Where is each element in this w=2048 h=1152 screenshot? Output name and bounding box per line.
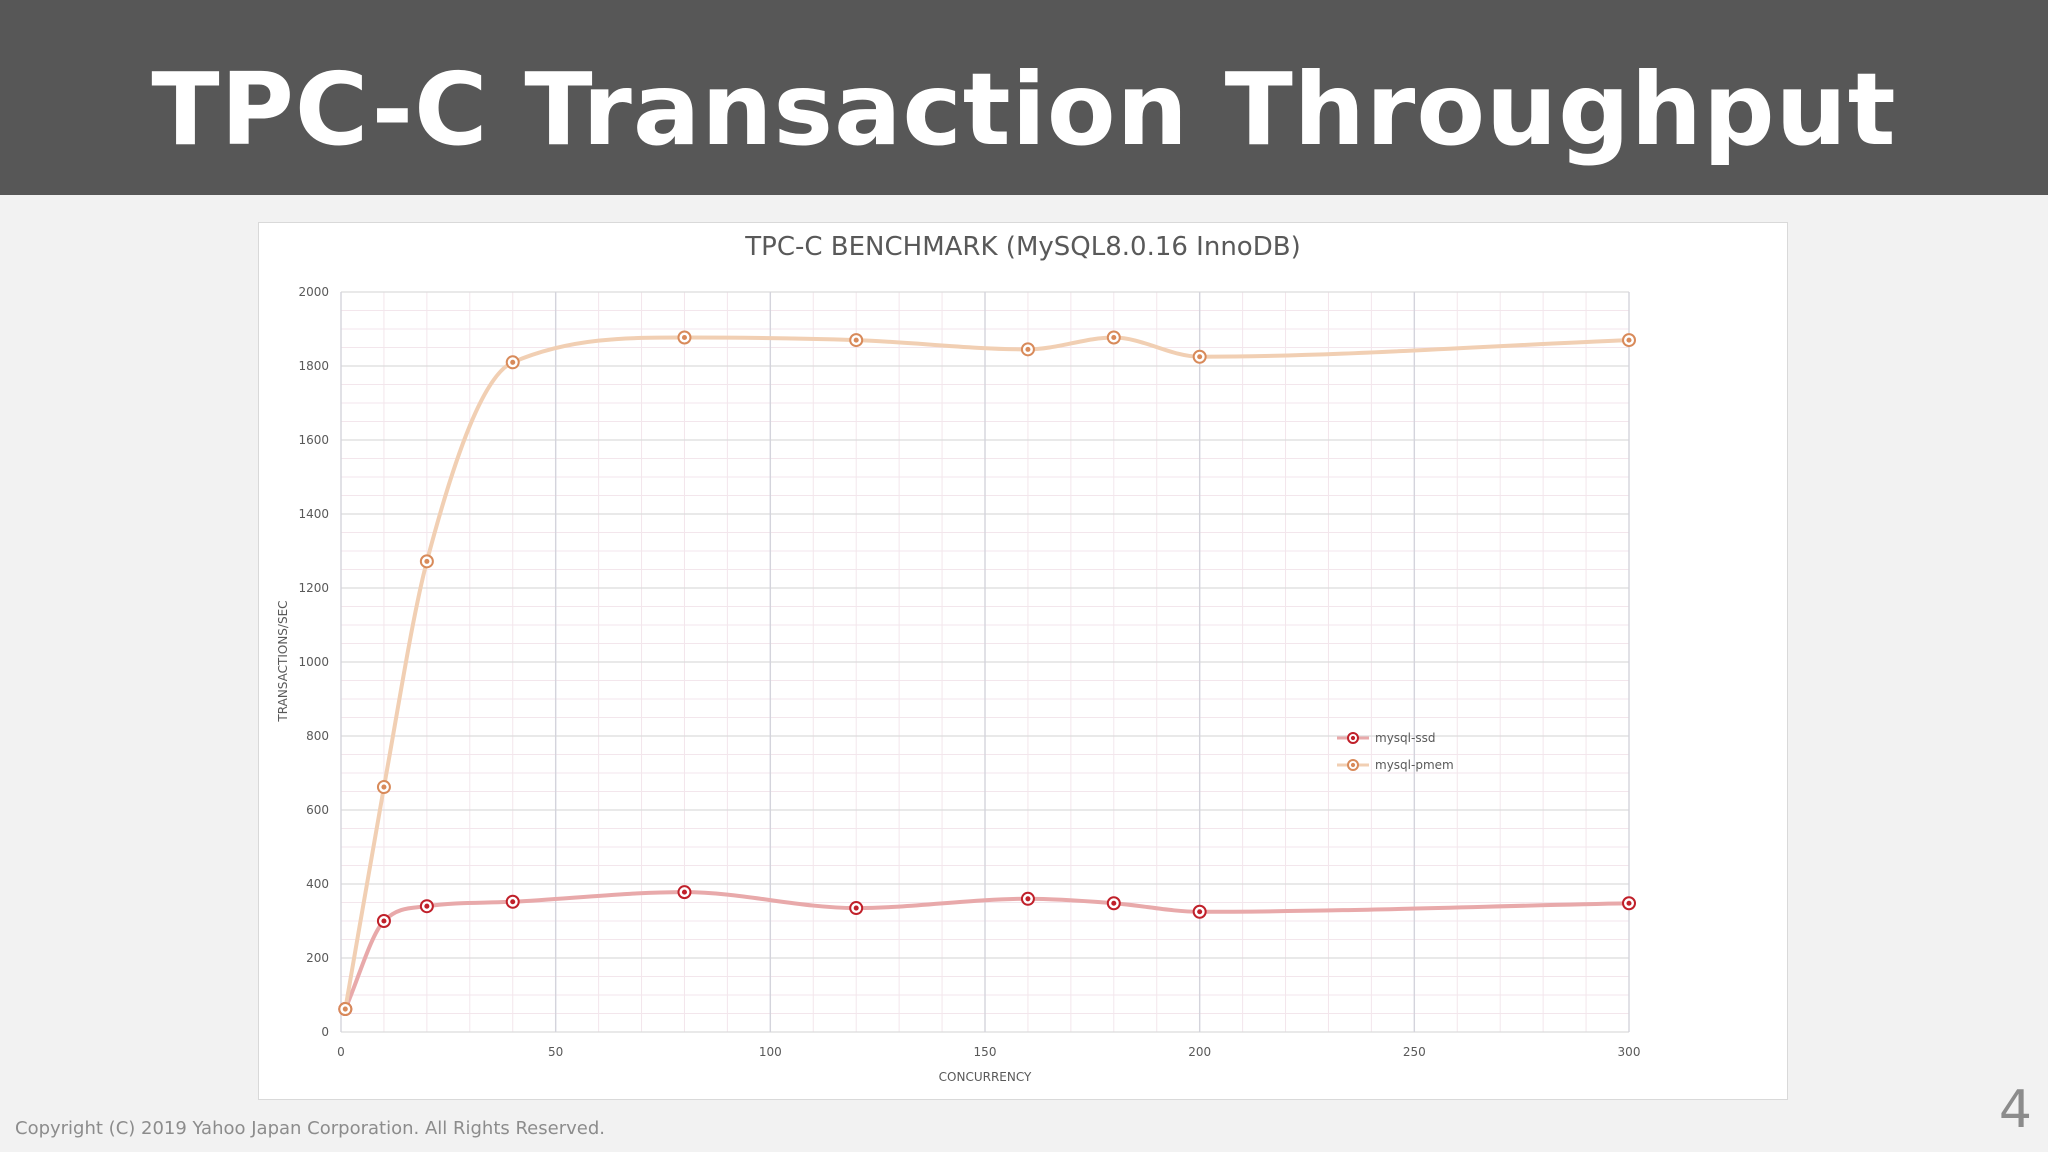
x-tick-label: 50 (548, 1045, 563, 1059)
data-point-mysql-pmem (1192, 349, 1207, 364)
line-chart: 0 200 400 600 800 1000 1200 1400 1600 1800 2000 0 50… (276, 232, 1640, 1084)
data-point-mysql-ssd (505, 894, 520, 909)
legend-item-mysql-pmem: mysql-pmem (1337, 758, 1454, 772)
copyright-footer: Copyright (C) 2019 Yahoo Japan Corporati… (15, 1118, 605, 1139)
legend-label-mysql-pmem: mysql-pmem (1375, 758, 1454, 772)
x-tick-label: 150 (974, 1045, 997, 1059)
chart-title: TPC-C BENCHMARK (MySQL8.0.16 InnoDB) (744, 232, 1300, 262)
slide-header: TPC-C Transaction Throughput (0, 0, 2048, 195)
series-mysql-pmem (338, 330, 1636, 1017)
x-tick-label: 200 (1188, 1045, 1211, 1059)
data-point-mysql-pmem (1622, 333, 1636, 348)
data-point-mysql-pmem (1106, 330, 1121, 345)
legend-label-mysql-ssd: mysql-ssd (1375, 731, 1435, 745)
data-point-mysql-ssd (1192, 904, 1207, 919)
series-line-mysql-ssd (343, 890, 1631, 1012)
y-tick-label: 600 (306, 803, 329, 817)
y-tick-label: 800 (306, 729, 329, 743)
legend-marker-mysql-pmem (1347, 759, 1359, 771)
data-point-mysql-ssd (1020, 891, 1035, 906)
series-mysql-ssd (338, 885, 1636, 1017)
data-point-mysql-ssd (1622, 896, 1636, 911)
data-point-mysql-pmem (677, 330, 692, 345)
series-line-mysql-pmem (343, 335, 1631, 1012)
x-tick-label: 100 (759, 1045, 782, 1059)
chart-legend: mysql-ssd mysql-pmem (1337, 731, 1454, 772)
y-tick-label: 1800 (298, 359, 329, 373)
x-axis-label: CONCURRENCY (939, 1070, 1032, 1084)
y-tick-label: 1600 (298, 433, 329, 447)
y-tick-label: 1200 (298, 581, 329, 595)
slide-title: TPC-C Transaction Throughput (151, 51, 1897, 168)
data-point-mysql-pmem (1020, 342, 1035, 357)
tick-labels: 0 200 400 600 800 1000 1200 1400 1600 1800 2000 0 50… (298, 285, 1640, 1059)
data-point-mysql-pmem (505, 355, 520, 370)
data-point-mysql-ssd (1106, 896, 1121, 911)
y-tick-label: 200 (306, 951, 329, 965)
data-point-mysql-pmem (849, 333, 864, 348)
data-point-mysql-ssd (376, 914, 391, 928)
x-tick-label: 0 (337, 1045, 345, 1059)
x-tick-label: 250 (1403, 1045, 1426, 1059)
data-point-mysql-pmem (338, 1002, 353, 1017)
data-point-mysql-ssd (849, 901, 864, 916)
chart-frame: 0 200 400 600 800 1000 1200 1400 1600 1800 2000 0 50… (258, 222, 1788, 1100)
y-tick-label: 400 (306, 877, 329, 891)
legend-marker-mysql-ssd (1347, 732, 1359, 744)
x-tick-label: 300 (1618, 1045, 1641, 1059)
series-layer (338, 330, 1636, 1017)
y-axis-label: TRANSACTIONS/SEC (276, 600, 290, 722)
y-tick-label: 1000 (298, 655, 329, 669)
legend-item-mysql-ssd: mysql-ssd (1337, 731, 1435, 745)
data-point-mysql-pmem (376, 780, 391, 795)
data-point-mysql-ssd (677, 885, 692, 900)
y-tick-label: 0 (321, 1025, 329, 1039)
data-point-mysql-ssd (419, 899, 434, 914)
y-tick-label: 2000 (298, 285, 329, 299)
page-number: 4 (1998, 1080, 2032, 1140)
data-point-mysql-pmem (419, 554, 434, 569)
y-tick-label: 1400 (298, 507, 329, 521)
